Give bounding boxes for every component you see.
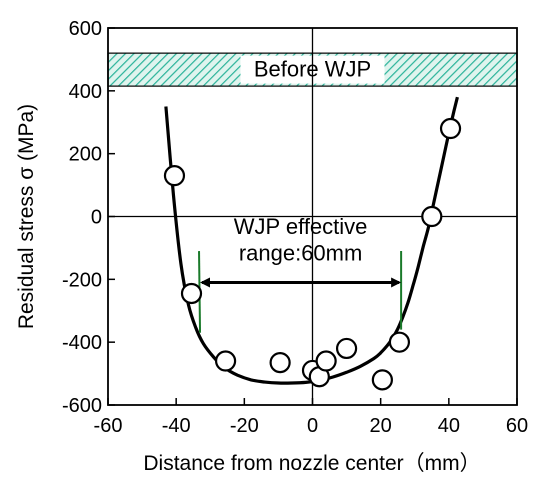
y-tick-label: 200 xyxy=(69,144,102,166)
x-tick-label: 60 xyxy=(506,415,528,437)
x-axis-title: Distance from nozzle center（mm） xyxy=(143,452,480,475)
data-point xyxy=(335,337,358,360)
x-tick-label: -20 xyxy=(230,415,259,437)
y-tick-label: 0 xyxy=(91,207,102,229)
y-axis-ticks: -600 -400 -200 0 200 400 600 xyxy=(62,18,115,417)
x-tick-label: 20 xyxy=(370,415,392,437)
x-tick-label: -40 xyxy=(162,415,191,437)
y-tick-label: 400 xyxy=(69,81,102,103)
x-tick-label: -60 xyxy=(94,415,123,437)
y-axis-title: Residual stress σ (MPa) xyxy=(15,104,38,329)
data-point xyxy=(214,350,237,372)
data-point xyxy=(439,117,462,140)
data-point xyxy=(421,205,443,228)
data-point xyxy=(163,165,186,187)
data-point xyxy=(180,282,203,305)
y-tick-label: -600 xyxy=(62,395,102,417)
effective-range-label-line2: range:60mm xyxy=(239,240,363,265)
data-point xyxy=(388,331,411,353)
x-tick-label: 40 xyxy=(438,415,460,437)
effective-range-label-line1: WJP effective xyxy=(234,214,368,239)
data-point xyxy=(315,350,337,372)
y-tick-label: -200 xyxy=(62,269,102,291)
data-point xyxy=(371,369,393,391)
x-axis-ticks: -60 -40 -20 0 20 40 60 xyxy=(94,398,528,437)
y-tick-label: 600 xyxy=(69,18,102,40)
measured-points xyxy=(163,117,462,391)
x-tick-label: 0 xyxy=(307,415,318,437)
data-point xyxy=(269,351,291,374)
y-tick-label: -400 xyxy=(62,332,102,354)
